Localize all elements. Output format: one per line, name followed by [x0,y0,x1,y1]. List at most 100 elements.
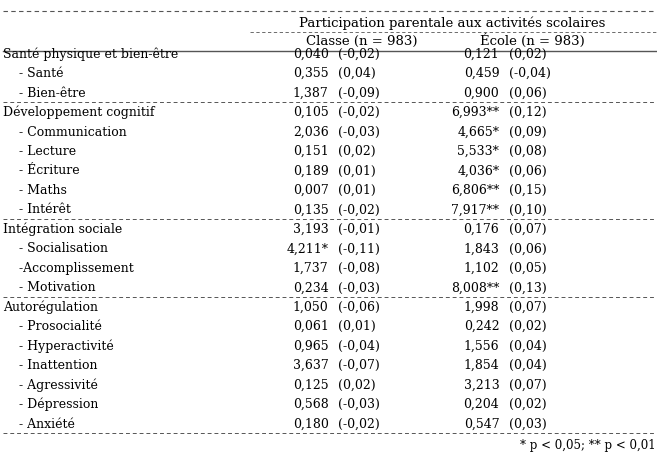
Text: 1,737: 1,737 [293,261,328,274]
Text: Santé physique et bien-être: Santé physique et bien-être [3,47,179,61]
Text: 0,355: 0,355 [293,67,328,80]
Text: Autorégulation: Autorégulation [3,300,99,313]
Text: - Dépression: - Dépression [3,397,99,410]
Text: - Socialisation: - Socialisation [3,242,108,255]
Text: Classe (n = 983): Classe (n = 983) [306,35,417,48]
Text: 0,007: 0,007 [293,184,328,197]
Text: 4,036*: 4,036* [457,164,499,177]
Text: (0,02): (0,02) [338,145,376,158]
Text: (0,06): (0,06) [509,164,547,177]
Text: (0,07): (0,07) [509,378,547,391]
Text: 5,533*: 5,533* [457,145,499,158]
Text: (0,02): (0,02) [509,397,547,410]
Text: 0,568: 0,568 [293,397,328,410]
Text: - Lecture: - Lecture [3,145,76,158]
Text: (0,15): (0,15) [509,184,547,197]
Text: 8,008**: 8,008** [451,281,499,294]
Text: Intégration sociale: Intégration sociale [3,222,123,236]
Text: (-0,02): (-0,02) [338,48,380,60]
Text: (-0,08): (-0,08) [338,261,380,274]
Text: - Motivation: - Motivation [3,281,96,294]
Text: 0,900: 0,900 [464,87,499,99]
Text: 0,459: 0,459 [464,67,499,80]
Text: (0,06): (0,06) [509,87,547,99]
Text: (0,05): (0,05) [509,261,547,274]
Text: (0,02): (0,02) [509,319,547,333]
Text: (0,13): (0,13) [509,281,547,294]
Text: - Santé: - Santé [3,67,64,80]
Text: 0,176: 0,176 [464,222,499,236]
Text: -Accomplissement: -Accomplissement [3,261,134,274]
Text: 0,204: 0,204 [464,397,499,410]
Text: - Maths: - Maths [3,184,67,197]
Text: - Anxiété: - Anxiété [3,416,75,430]
Text: (-0,02): (-0,02) [338,416,380,430]
Text: (-0,04): (-0,04) [509,67,551,80]
Text: 7,917**: 7,917** [451,203,499,216]
Text: (-0,03): (-0,03) [338,397,380,410]
Text: - Intérêt: - Intérêt [3,203,71,216]
Text: 0,135: 0,135 [293,203,328,216]
Text: - Prosocialité: - Prosocialité [3,319,102,333]
Text: - Communication: - Communication [3,125,127,138]
Text: 1,998: 1,998 [464,300,499,313]
Text: (-0,02): (-0,02) [338,203,380,216]
Text: (0,04): (0,04) [509,358,547,371]
Text: 0,121: 0,121 [464,48,499,60]
Text: 3,213: 3,213 [464,378,499,391]
Text: 4,211*: 4,211* [286,242,328,255]
Text: * p < 0,05; ** p < 0,01: * p < 0,05; ** p < 0,01 [520,438,656,451]
Text: (-0,06): (-0,06) [338,300,380,313]
Text: (0,04): (0,04) [338,67,376,80]
Text: (-0,03): (-0,03) [338,125,380,138]
Text: (0,07): (0,07) [509,300,547,313]
Text: 0,234: 0,234 [293,281,328,294]
Text: (0,02): (0,02) [509,48,547,60]
Text: 0,151: 0,151 [293,145,328,158]
Text: 0,040: 0,040 [292,48,328,60]
Text: (-0,03): (-0,03) [338,281,380,294]
Text: 0,965: 0,965 [293,339,328,352]
Text: (0,09): (0,09) [509,125,547,138]
Text: 6,806**: 6,806** [451,184,499,197]
Text: (0,12): (0,12) [509,106,547,119]
Text: - Inattention: - Inattention [3,358,98,371]
Text: 6,993**: 6,993** [451,106,499,119]
Text: 0,180: 0,180 [292,416,328,430]
Text: (-0,11): (-0,11) [338,242,380,255]
Text: - Bien-être: - Bien-être [3,87,86,99]
Text: (0,01): (0,01) [338,184,376,197]
Text: - Agressivité: - Agressivité [3,377,98,391]
Text: 1,387: 1,387 [293,87,328,99]
Text: École (n = 983): École (n = 983) [480,34,585,48]
Text: 0,189: 0,189 [293,164,328,177]
Text: - Hyperactivité: - Hyperactivité [3,339,114,352]
Text: 0,061: 0,061 [292,319,328,333]
Text: (0,03): (0,03) [509,416,547,430]
Text: (0,01): (0,01) [338,319,376,333]
Text: Développement cognitif: Développement cognitif [3,106,155,119]
Text: (-0,02): (-0,02) [338,106,380,119]
Text: (0,06): (0,06) [509,242,547,255]
Text: 1,843: 1,843 [463,242,499,255]
Text: (0,01): (0,01) [338,164,376,177]
Text: 2,036: 2,036 [293,125,328,138]
Text: (-0,01): (-0,01) [338,222,380,236]
Text: 1,050: 1,050 [293,300,328,313]
Text: (0,08): (0,08) [509,145,547,158]
Text: 0,125: 0,125 [293,378,328,391]
Text: (0,10): (0,10) [509,203,547,216]
Text: - Écriture: - Écriture [3,164,80,177]
Text: 3,637: 3,637 [293,358,328,371]
Text: (-0,09): (-0,09) [338,87,380,99]
Text: 0,105: 0,105 [293,106,328,119]
Text: (0,04): (0,04) [509,339,547,352]
Text: 4,665*: 4,665* [457,125,499,138]
Text: 3,193: 3,193 [293,222,328,236]
Text: 1,102: 1,102 [464,261,499,274]
Text: (0,07): (0,07) [509,222,547,236]
Text: 0,547: 0,547 [464,416,499,430]
Text: (0,02): (0,02) [338,378,376,391]
Text: 0,242: 0,242 [464,319,499,333]
Text: (-0,04): (-0,04) [338,339,380,352]
